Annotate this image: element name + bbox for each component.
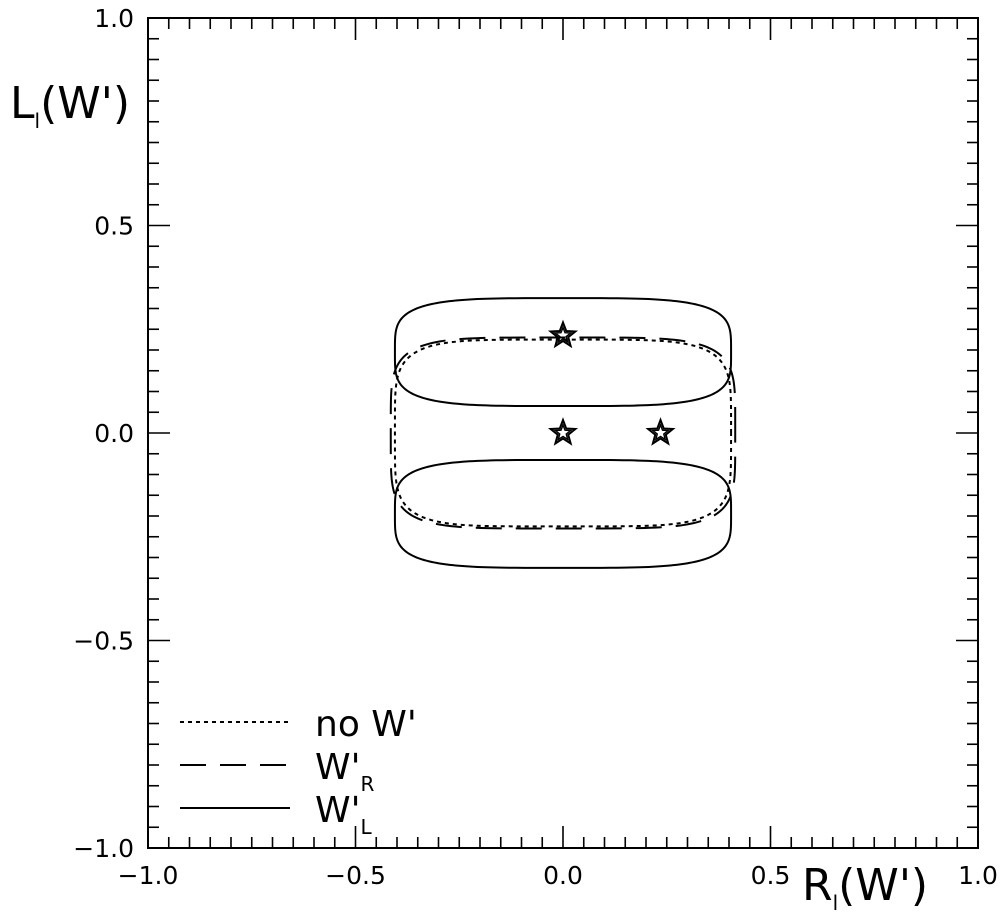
legend-label-main: no W' bbox=[315, 704, 417, 745]
series-no-w--contour bbox=[393, 338, 733, 528]
legend-label-w-r: W'R bbox=[315, 747, 375, 796]
x-tick-label: 1.0 bbox=[958, 861, 998, 890]
series-w-l-contour bbox=[393, 297, 733, 408]
y-tick-label: 1.0 bbox=[94, 4, 134, 33]
y-axis-title-sub: l bbox=[35, 109, 41, 133]
y-tick-label: −0.5 bbox=[73, 627, 134, 656]
x-tick-label: 0.0 bbox=[543, 861, 583, 890]
legend-label-main: W' bbox=[315, 747, 361, 788]
legend-label-w-l: W'L bbox=[315, 790, 373, 839]
plot-frame bbox=[147, 17, 979, 849]
legend-label-sub: L bbox=[361, 815, 373, 839]
axis-ticks bbox=[147, 17, 979, 849]
x-axis-title: Rl(W') bbox=[802, 860, 928, 915]
legend-label-no-w-: no W' bbox=[315, 704, 417, 745]
x-axis-title-arg: (W') bbox=[838, 860, 928, 911]
star-marker-inner bbox=[553, 423, 573, 442]
plot-series bbox=[389, 297, 737, 569]
legend: no W'W'RW'L bbox=[180, 704, 417, 839]
y-axis-title-main: L bbox=[10, 78, 35, 129]
x-tick-label: −1.0 bbox=[118, 861, 179, 890]
y-tick-label: 0.0 bbox=[94, 419, 134, 448]
y-axis-title: Ll(W') bbox=[10, 78, 130, 133]
x-tick-label: −0.5 bbox=[325, 861, 386, 890]
x-axis-title-sub: l bbox=[833, 891, 839, 915]
legend-label-main: W' bbox=[315, 790, 361, 831]
axis-tick-labels: −1.0 −0.5 0.0 0.5 1.0 −1.0 −0.5 0.0 0.5 1.0 bbox=[73, 4, 998, 890]
star-marker bbox=[645, 417, 676, 446]
star-marker bbox=[547, 319, 579, 349]
x-axis-title-main: R bbox=[802, 860, 833, 911]
star-marker bbox=[547, 417, 579, 446]
series-w-l-contour bbox=[393, 458, 733, 569]
y-tick-label: 0.5 bbox=[94, 212, 134, 241]
plot-markers bbox=[547, 319, 676, 446]
y-tick-label: −1.0 bbox=[73, 834, 134, 863]
x-tick-label: 0.5 bbox=[751, 861, 791, 890]
series-w-r-contour bbox=[389, 336, 737, 530]
y-axis-title-arg: (W') bbox=[40, 78, 130, 129]
star-marker-inner bbox=[651, 423, 671, 442]
legend-label-sub: R bbox=[361, 772, 375, 796]
star-marker-inner bbox=[553, 325, 573, 344]
